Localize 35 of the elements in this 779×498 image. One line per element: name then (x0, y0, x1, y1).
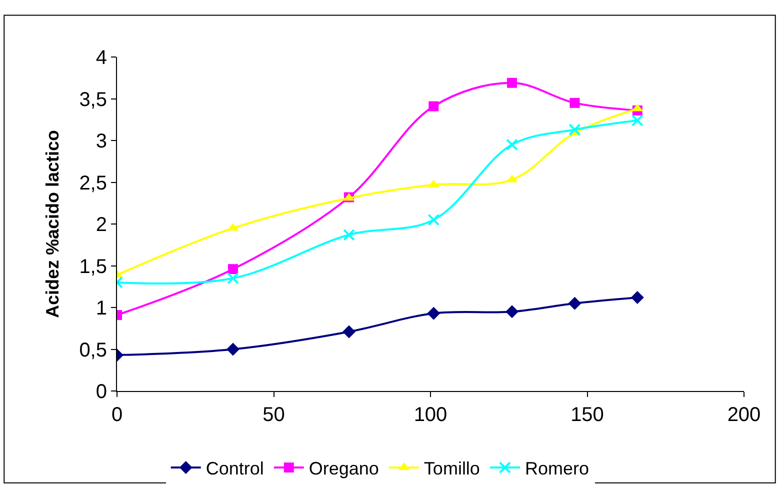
legend-label: Oregano (308, 458, 379, 479)
legend-label: Tomillo (424, 458, 480, 479)
point (342, 325, 356, 338)
y-tick-label: 0 (96, 381, 107, 403)
y-tick-label: 3,5 (79, 88, 107, 111)
y-tick-label: 2,5 (79, 172, 107, 194)
y-tick-label: 4 (96, 47, 107, 69)
point (342, 228, 355, 241)
x-tick-label: 100 (414, 404, 448, 426)
point (570, 98, 580, 108)
point (506, 305, 519, 318)
point (568, 296, 582, 310)
y-tick-label: 1,5 (79, 256, 107, 278)
y-tick-label: 2 (96, 214, 107, 236)
point (427, 306, 440, 320)
y-tick-label: 1 (96, 298, 107, 320)
x-tick-label: 150 (570, 404, 604, 426)
x-tick-label: 0 (111, 404, 123, 426)
point (568, 124, 581, 136)
y-tick-label: 0,5 (79, 339, 107, 362)
x-tick-label: 200 (727, 404, 761, 426)
point (631, 114, 644, 126)
legend-label: Control (206, 458, 264, 479)
point (507, 78, 518, 88)
y-tick-label: 3 (96, 130, 107, 152)
legend-label: Romero (524, 458, 589, 479)
point (630, 290, 644, 304)
point (428, 101, 439, 112)
point (226, 342, 240, 356)
point (228, 264, 238, 274)
point (226, 272, 239, 284)
y-axis-title: Acidez %acido lactico (42, 130, 62, 318)
point (428, 214, 440, 226)
point (506, 138, 518, 151)
x-tick-label: 50 (262, 404, 285, 426)
